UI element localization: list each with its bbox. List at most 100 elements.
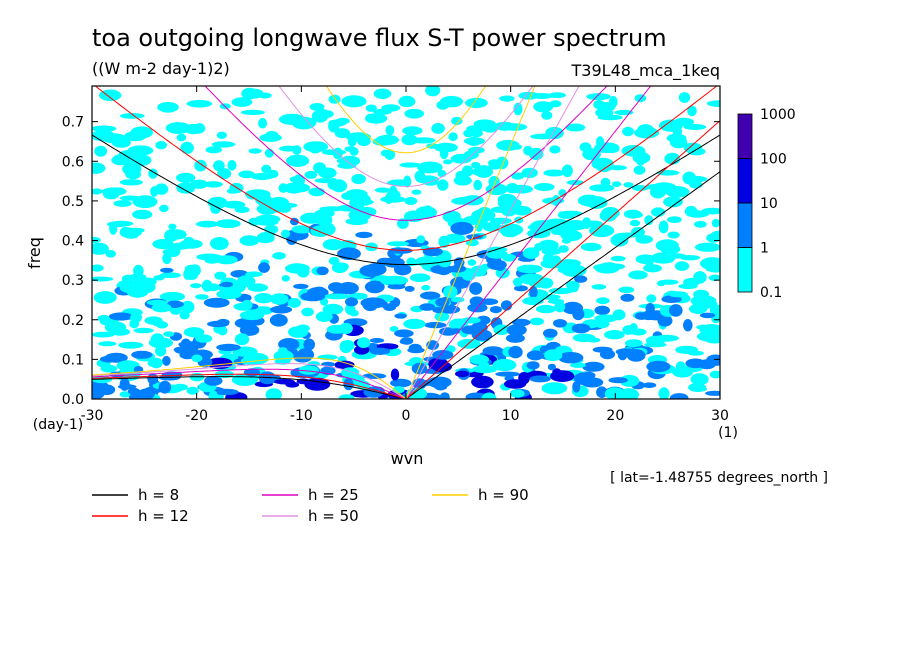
contour-patch <box>149 357 163 369</box>
contour-patch <box>513 102 523 116</box>
contour-patch <box>683 319 693 332</box>
contour-patch <box>699 324 720 336</box>
contour-patch <box>164 229 179 242</box>
contour-patch <box>355 231 373 239</box>
contour-patch <box>604 330 625 340</box>
legend: h = 8 h = 12 h = 25 h = 50 h = 90 <box>92 486 529 525</box>
contour-patch <box>572 308 585 321</box>
contour-patch <box>414 170 426 182</box>
contour-patch <box>666 216 682 224</box>
contour-patch <box>411 189 422 195</box>
contour-patch <box>127 387 141 395</box>
contour-patch <box>298 365 319 375</box>
contour-patch <box>585 220 603 228</box>
contour-patch <box>157 102 179 113</box>
contour-patch <box>579 142 592 152</box>
contour-patch <box>186 99 213 108</box>
contour-patch <box>427 376 452 388</box>
contour-patch <box>210 237 229 250</box>
contour-patch <box>521 167 538 178</box>
contour-patch <box>668 291 688 298</box>
contour-patch <box>269 314 288 327</box>
contour-patch <box>657 279 679 285</box>
contour-patch <box>549 145 561 154</box>
contour-patch <box>561 164 573 178</box>
contour-patch <box>341 192 366 199</box>
legend-label: h = 90 <box>478 486 529 504</box>
contour-patch <box>595 160 613 173</box>
x-tick-label: -20 <box>185 408 208 424</box>
contour-patch <box>191 354 203 363</box>
contour-patch <box>151 303 172 313</box>
contour-patch <box>425 86 441 97</box>
contour-patch <box>631 185 649 191</box>
inertia-gravity-curve <box>204 86 608 221</box>
contour-patch <box>384 149 396 161</box>
contour-patch <box>530 133 556 140</box>
contour-patch <box>455 370 470 378</box>
contour-patch <box>153 275 165 281</box>
contour-patch <box>461 325 486 335</box>
contour-patch <box>594 305 610 315</box>
y-tick-label: 0.6 <box>62 154 84 170</box>
contour-patch <box>609 95 618 108</box>
y-tick-label: 0.5 <box>62 194 84 210</box>
contour-patch <box>711 218 720 228</box>
contour-patch <box>461 317 481 324</box>
contour-patch <box>227 160 237 171</box>
contour-patch <box>623 182 634 188</box>
contour-patch <box>614 109 634 116</box>
contour-patch <box>351 173 366 185</box>
contour-patch <box>411 362 428 375</box>
contour-patch <box>286 154 310 167</box>
kelvin-curve <box>405 86 580 399</box>
y-tick-label: 0.2 <box>62 313 84 329</box>
contour-patch <box>526 350 544 361</box>
contour-patch <box>194 159 207 172</box>
axis-ticks: -30 -20 -10 0 10 20 30 0.0 0.1 0.2 0.3 0.4 0.5 0.6 0.7 <box>62 86 729 424</box>
contour-patch <box>547 363 557 371</box>
contour-patch <box>620 293 635 302</box>
contour-patch <box>220 281 233 288</box>
contour-patch <box>328 282 344 293</box>
contour-patch <box>592 346 613 353</box>
contour-patch <box>365 104 377 112</box>
contour-patch <box>341 340 355 351</box>
contour-patch <box>176 172 196 183</box>
contour-patch <box>512 318 531 327</box>
contour-patch <box>93 386 107 396</box>
contour-patch <box>195 220 219 228</box>
contour-patch <box>186 386 199 395</box>
contour-patch <box>612 181 622 188</box>
contour-patch <box>204 375 223 386</box>
contour-patch <box>92 264 104 272</box>
contour-patch <box>349 309 359 317</box>
contour-patch <box>215 219 241 229</box>
contour-patch <box>113 200 132 207</box>
contour-patch <box>216 289 242 300</box>
contour-patch <box>658 387 670 399</box>
contour-patch <box>176 133 187 142</box>
contour-patch <box>147 373 159 385</box>
contour-patch <box>92 188 103 195</box>
contour-patch <box>207 320 229 328</box>
contour-patch <box>234 206 250 213</box>
contour-patch <box>416 235 426 244</box>
x-tick-label: 30 <box>711 408 729 424</box>
x-axis-unit: (1) <box>718 425 738 441</box>
contour-patch <box>685 358 706 369</box>
colorbar: 0.1 1 10 100 1000 <box>737 107 796 301</box>
contour-patch <box>316 108 329 116</box>
rossby-curve <box>92 373 407 399</box>
contour-patch <box>119 391 131 398</box>
inertia-gravity-curve <box>278 86 534 188</box>
contour-patch <box>636 157 645 166</box>
contour-patch <box>360 297 387 309</box>
contour-patch <box>213 388 239 396</box>
contour-patch <box>99 355 120 363</box>
contour-patch <box>363 386 384 398</box>
contour-patch <box>270 305 293 314</box>
contour-patch <box>529 317 544 326</box>
contour-patch <box>190 283 202 289</box>
contour-patch <box>646 294 657 303</box>
